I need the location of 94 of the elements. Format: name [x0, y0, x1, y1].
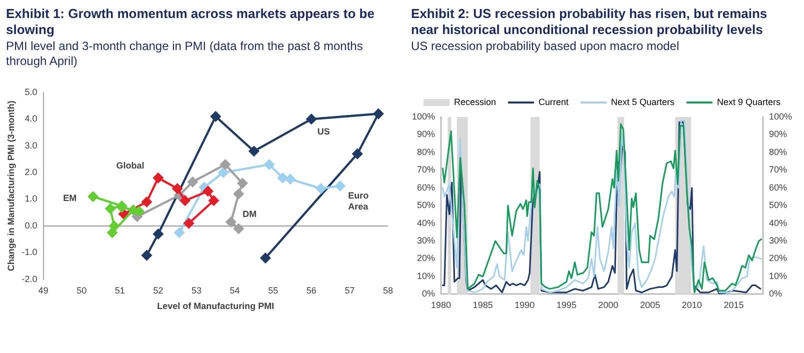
- point: [105, 204, 116, 214]
- x-tick-label: 52: [153, 285, 164, 296]
- point: [218, 167, 228, 178]
- point: [88, 191, 98, 202]
- point: [373, 108, 384, 119]
- x-tick-label: 1990: [514, 300, 535, 310]
- point: [208, 195, 219, 206]
- y-tick-label: 0.0: [24, 220, 38, 230]
- chart-subtitle: US recession probability based upon macro model: [411, 39, 680, 54]
- y-tick-label: 40%: [417, 218, 436, 228]
- chart-title: Exhibit 2: US recession probability has risen, but remains near historical unconditional recession probability levels: [411, 6, 768, 38]
- point: [260, 252, 271, 264]
- point: [237, 178, 248, 188]
- point: [264, 159, 274, 170]
- x-tick-label: 55: [268, 285, 278, 296]
- x-tick-label: 58: [382, 285, 393, 296]
- chart-subtitle: PMI level and 3-month change in PMI (data from the past 8 months through April): [6, 39, 364, 69]
- y-tick-label: 2.0: [24, 167, 38, 178]
- x-tick-label: 57: [344, 285, 355, 296]
- point: [142, 196, 152, 208]
- y-tick-label: 30%: [417, 236, 436, 246]
- point: [188, 176, 198, 187]
- y2-tick-label: 70%: [768, 164, 787, 175]
- y2-tick-label: 20%: [768, 253, 787, 264]
- y-tick-label: -1.0: [22, 247, 38, 258]
- y2-tick-label: 50%: [768, 200, 787, 210]
- y-tick-label: 3.0: [24, 140, 38, 150]
- y2-tick-label: 60%: [768, 182, 787, 192]
- x-tick-label: 2005: [640, 300, 660, 310]
- x-tick-label: 1995: [556, 300, 576, 310]
- y-tick-label: 0%: [422, 288, 436, 299]
- legend-label: Next 9 Quarters: [717, 96, 782, 107]
- x-tick-label: 2000: [598, 300, 618, 310]
- point: [153, 172, 164, 183]
- point: [285, 174, 296, 184]
- point: [184, 218, 194, 228]
- y2-tick-label: 80%: [768, 146, 787, 157]
- y-tick-label: 50%: [417, 200, 436, 210]
- y-axis-title: Change in Manufacturing PMI (3-month): [6, 100, 16, 272]
- y-tick-label: 80%: [417, 146, 436, 157]
- point: [172, 183, 182, 194]
- y-tick-label: 4.0: [24, 114, 38, 124]
- legend-label: Recession: [454, 96, 496, 107]
- y-tick-label: 60%: [417, 182, 436, 192]
- point: [174, 228, 184, 238]
- x-tick-label: 50: [76, 285, 87, 296]
- legend-label: Current: [538, 96, 569, 107]
- point: [248, 146, 260, 156]
- y2-tick-label: 10%: [768, 270, 787, 281]
- y-tick-label: 100%: [412, 111, 436, 122]
- y2-tick-label: 0%: [768, 288, 782, 299]
- x-tick-label: 49: [38, 285, 48, 296]
- legend-label: Next 5 Quarters: [610, 96, 676, 107]
- y-tick-label: 5.0: [24, 86, 38, 97]
- series-label: DM: [242, 209, 257, 220]
- x-tick-label: 51: [114, 285, 125, 296]
- y-tick-label: -2.0: [22, 274, 38, 284]
- point: [234, 188, 244, 200]
- y2-tick-label: 40%: [768, 218, 787, 228]
- point: [107, 228, 118, 238]
- x-tick-label: 54: [230, 285, 240, 296]
- y-tick-label: 1.0: [24, 194, 38, 204]
- x-tick-label: 56: [306, 285, 316, 296]
- series-label: Euro Area: [348, 190, 370, 212]
- series-label: Global: [116, 160, 144, 170]
- x-tick-label: 2015: [724, 300, 744, 310]
- point: [316, 183, 326, 194]
- point: [210, 111, 221, 122]
- y-tick-label: 70%: [417, 164, 436, 175]
- y-tick-label: 10%: [417, 270, 436, 281]
- point: [153, 228, 164, 240]
- y2-tick-label: 90%: [768, 129, 787, 140]
- x-tick-label: 1980: [431, 300, 452, 310]
- y-tick-label: 20%: [417, 253, 436, 264]
- point: [226, 216, 236, 228]
- series-label: EM: [63, 193, 77, 204]
- point: [180, 195, 190, 206]
- x-tick-label: 2010: [682, 300, 702, 310]
- series-label: US: [317, 126, 330, 136]
- point: [278, 172, 288, 183]
- x-tick-label: 53: [191, 285, 202, 296]
- point: [202, 186, 214, 196]
- point: [234, 224, 244, 234]
- point: [352, 148, 362, 159]
- y-tick-label: 90%: [417, 129, 436, 140]
- y2-tick-label: 100%: [768, 111, 792, 122]
- point: [335, 180, 346, 191]
- point: [142, 250, 152, 260]
- point: [220, 159, 230, 170]
- point: [306, 114, 316, 124]
- x-axis-title: Level of Manufacturing PMI: [157, 301, 274, 312]
- x-tick-label: 1985: [472, 300, 493, 310]
- y2-tick-label: 30%: [768, 236, 787, 246]
- chart-title: Exhibit 1: Growth momentum across markets appears to be slowing: [6, 6, 376, 38]
